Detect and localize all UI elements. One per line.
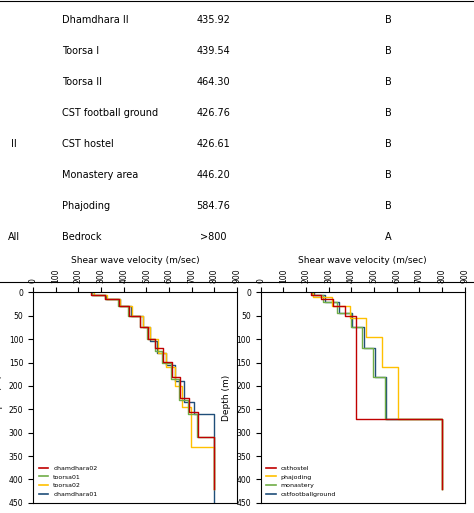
- Text: Monastery area: Monastery area: [62, 170, 138, 180]
- Text: B: B: [385, 46, 392, 56]
- Legend: dhamdhara02, toorsa01, toorsa02, dhamdhara01: dhamdhara02, toorsa01, toorsa02, dhamdha…: [36, 463, 100, 500]
- Text: B: B: [385, 201, 392, 211]
- Text: B: B: [385, 139, 392, 149]
- Text: 446.20: 446.20: [196, 170, 230, 180]
- Text: >800: >800: [200, 232, 227, 242]
- Text: B: B: [385, 77, 392, 87]
- Text: 435.92: 435.92: [196, 15, 230, 25]
- X-axis label: Shear wave velocity (m/sec): Shear wave velocity (m/sec): [71, 255, 200, 265]
- Y-axis label: Depth (m): Depth (m): [222, 374, 231, 421]
- Text: Toorsa I: Toorsa I: [62, 46, 99, 56]
- Text: II: II: [11, 139, 17, 149]
- Text: 464.30: 464.30: [197, 77, 230, 87]
- Text: 426.61: 426.61: [196, 139, 230, 149]
- Text: 426.76: 426.76: [196, 108, 230, 118]
- Text: Bedrock: Bedrock: [62, 232, 101, 242]
- Text: 439.54: 439.54: [196, 46, 230, 56]
- Text: B: B: [385, 170, 392, 180]
- Text: 584.76: 584.76: [196, 201, 230, 211]
- Legend: csthostel, phajoding, monastery, cstfootballground: csthostel, phajoding, monastery, cstfoot…: [264, 463, 338, 500]
- Y-axis label: Depth (m): Depth (m): [0, 374, 3, 421]
- Text: CST hostel: CST hostel: [62, 139, 113, 149]
- X-axis label: Shear wave velocity (m/sec): Shear wave velocity (m/sec): [298, 255, 427, 265]
- Text: Phajoding: Phajoding: [62, 201, 110, 211]
- Text: CST football ground: CST football ground: [62, 108, 158, 118]
- Text: Dhamdhara II: Dhamdhara II: [62, 15, 128, 25]
- Text: A: A: [385, 232, 392, 242]
- Text: All: All: [8, 232, 20, 242]
- Text: B: B: [385, 108, 392, 118]
- Text: Toorsa II: Toorsa II: [62, 77, 101, 87]
- Text: B: B: [385, 15, 392, 25]
